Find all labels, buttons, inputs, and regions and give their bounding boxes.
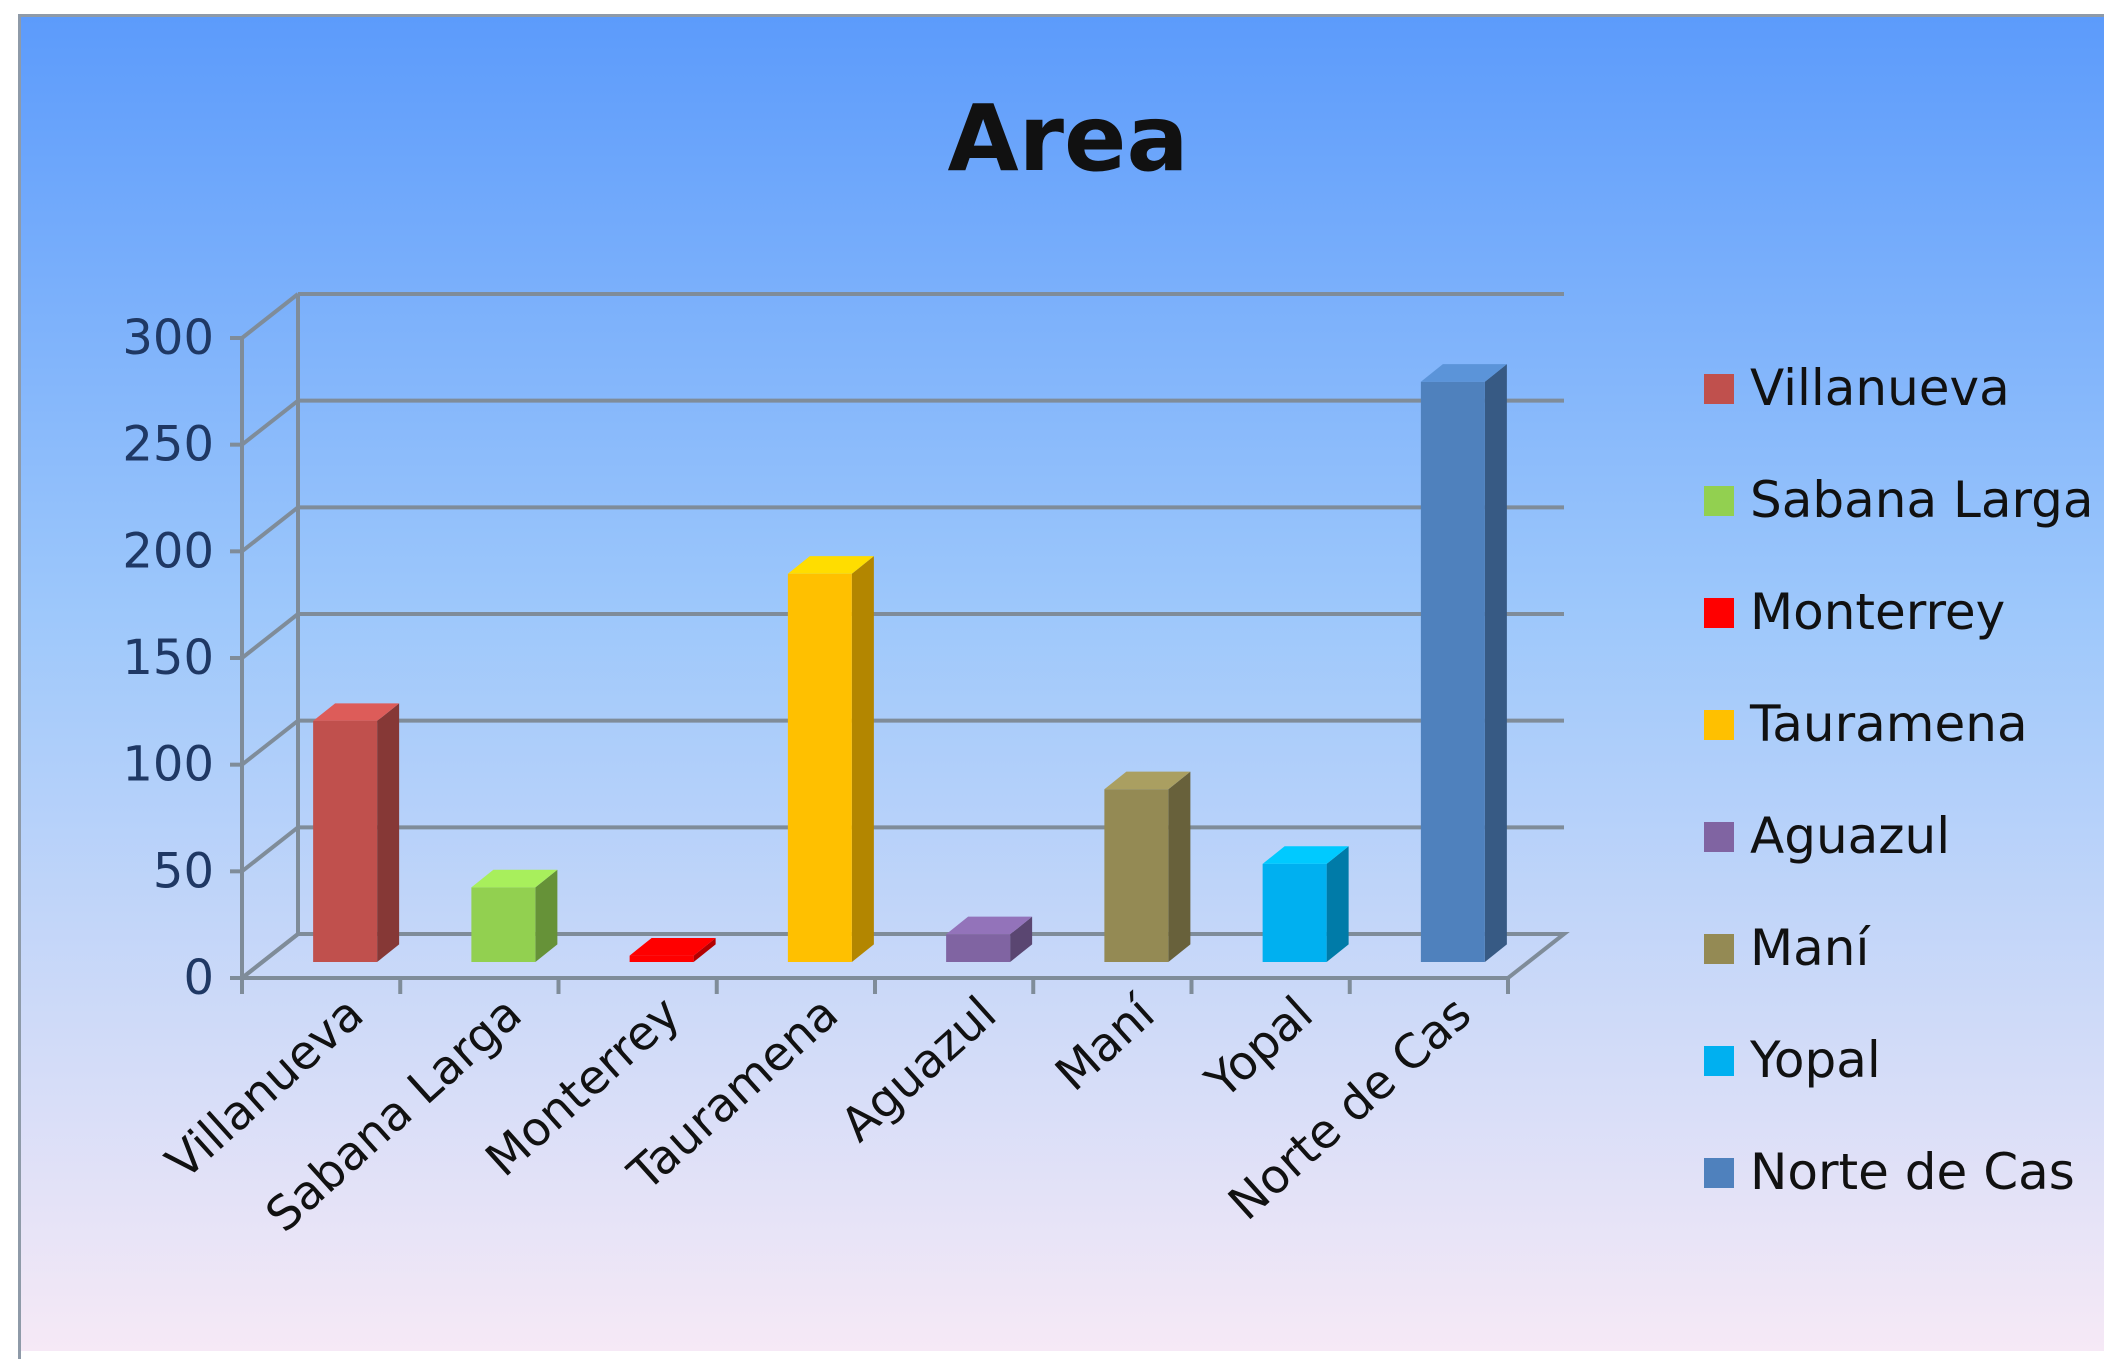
y-tick-label: 0 <box>183 950 214 1006</box>
legend-swatch <box>1704 710 1734 740</box>
legend-label: Monterrey <box>1750 583 2005 641</box>
legend-swatch <box>1704 934 1734 964</box>
chart-background <box>21 17 2104 1351</box>
bar-side <box>693 938 716 962</box>
bar-aguazul <box>946 916 1033 962</box>
legend-swatch <box>1704 1158 1734 1188</box>
legend-swatch <box>1704 374 1734 404</box>
legend-label: Maní <box>1750 919 1871 977</box>
legend-swatch <box>1704 486 1734 516</box>
chart-title: Area <box>947 85 1188 192</box>
bar-top <box>1262 846 1349 864</box>
bars <box>313 364 1507 963</box>
bar-top <box>946 916 1033 935</box>
legend-label: Norte de Cas <box>1750 1143 2075 1201</box>
y-axis-tick-labels: 0 50 100 150 200 250 300 <box>122 310 214 1006</box>
gridline-side <box>240 292 300 340</box>
legend-swatch <box>1704 1046 1734 1076</box>
bar-side <box>1484 364 1507 963</box>
gridline-side <box>240 505 300 553</box>
bar-top <box>313 703 400 721</box>
bar-front <box>471 887 536 962</box>
bar-side <box>377 703 400 962</box>
y-tick-label: 100 <box>122 737 214 793</box>
bar-front <box>629 955 694 962</box>
bar-front <box>946 934 1011 962</box>
bar-norte-de-cas <box>1420 364 1507 963</box>
legend-label: Tauramena <box>1749 695 2028 753</box>
bar-top <box>1420 364 1507 382</box>
gridline-side <box>240 719 300 767</box>
bar-man- <box>1104 771 1191 962</box>
bar-tauramena <box>787 556 874 962</box>
gridline-side <box>240 399 300 447</box>
legend-label: Villanueva <box>1750 359 2010 417</box>
chart-floor <box>236 932 1570 980</box>
bar-villanueva <box>313 703 400 962</box>
legend-label: Yopal <box>1749 1031 1881 1089</box>
bar-front <box>313 720 378 962</box>
axes <box>230 294 1570 994</box>
legend: Villanueva Sabana Larga Monterrey Tauramena… <box>1704 359 2094 1201</box>
bar-top <box>629 938 716 956</box>
bar-side <box>1326 846 1349 962</box>
bar-front <box>1262 863 1327 962</box>
bar-side <box>851 556 874 962</box>
bar-front <box>1420 381 1485 962</box>
legend-swatch <box>1704 598 1734 628</box>
y-tick-label: 250 <box>122 417 214 473</box>
y-tick-label: 200 <box>122 523 214 579</box>
bar-front <box>787 573 852 962</box>
bar-front <box>1104 789 1169 962</box>
bar-side <box>1168 771 1191 962</box>
y-tick-label: 300 <box>122 310 214 366</box>
y-tick-label: 150 <box>122 630 214 686</box>
legend-swatch <box>1704 822 1734 852</box>
bar-monterrey <box>629 938 716 962</box>
bar-top <box>471 869 558 888</box>
bar-top <box>1104 771 1191 790</box>
y-tick-label: 50 <box>153 843 214 899</box>
bar-sabana-larga <box>471 869 558 962</box>
bar-side <box>1010 916 1033 962</box>
chart-frame <box>18 14 2104 1359</box>
bar-yopal <box>1262 846 1349 962</box>
gridline-side <box>240 612 300 660</box>
legend-label: Aguazul <box>1750 807 1950 865</box>
bar-top <box>787 556 874 574</box>
legend-label: Sabana Larga <box>1750 471 2094 529</box>
gridline-side <box>240 825 300 873</box>
bar-side <box>535 869 558 962</box>
